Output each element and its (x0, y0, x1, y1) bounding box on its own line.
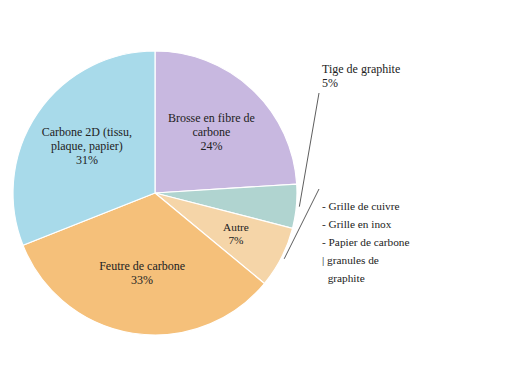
label-line: Feutre de carbone (99, 259, 185, 273)
label: Brosse en fibre decarbone24% (168, 111, 255, 153)
label: - Grille de cuivre - Grille en inox - Papi… (322, 200, 410, 284)
label-line: 31% (76, 152, 98, 166)
label: Feutre de carbone33% (99, 259, 185, 287)
label-line: 5% (322, 76, 338, 90)
label-line: 7% (228, 233, 244, 245)
label: Autre7% (223, 220, 249, 245)
pie-chart: Brosse en fibre decarbone24% Tige de grap… (0, 0, 531, 386)
label-line: 24% (200, 139, 222, 153)
label-line: | granules de (322, 254, 379, 266)
slices (13, 51, 297, 335)
pie-slice (155, 51, 297, 193)
labels: Brosse en fibre decarbone24% Tige de grap… (42, 62, 410, 287)
label-line: 33% (131, 273, 153, 287)
label-line: - Papier de carbone (322, 236, 410, 248)
label-line: - Grille en inox (322, 218, 392, 230)
label-line: Carbone 2D (tissu, (42, 124, 132, 138)
label-line: Brosse en fibre de (168, 111, 255, 125)
label: Carbone 2D (tissu,plaque, papier)31% (42, 124, 132, 166)
label: Tige de graphite5% (322, 62, 400, 90)
label-line: Autre (223, 220, 249, 232)
label-line: carbone (192, 125, 230, 139)
leader-line (299, 93, 319, 207)
leader-line (284, 189, 319, 259)
label-line: plaque, papier) (51, 138, 123, 152)
label-line: Tige de graphite (322, 62, 400, 76)
label-line: graphite (322, 272, 365, 284)
chart-container: Brosse en fibre decarbone24% Tige de grap… (0, 0, 531, 386)
pie-slice (13, 51, 155, 245)
label-line: - Grille de cuivre (322, 200, 399, 212)
